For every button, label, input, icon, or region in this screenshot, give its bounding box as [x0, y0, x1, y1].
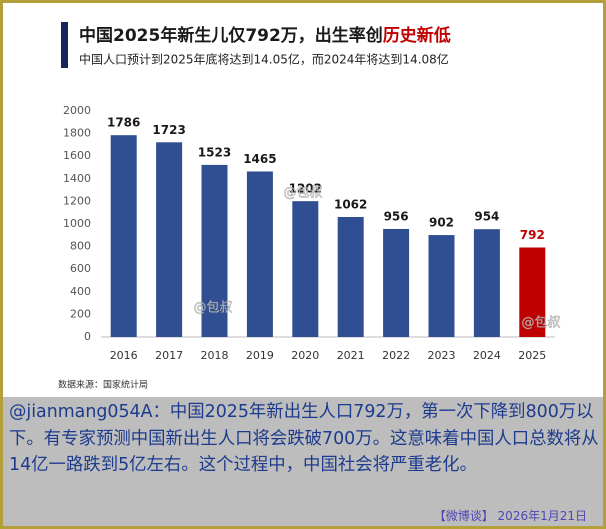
x-tick-label: 2021 [337, 349, 365, 362]
y-tick-label: 400 [70, 285, 91, 298]
value-label: 1062 [334, 197, 367, 211]
x-tick-label: 2020 [291, 349, 319, 362]
y-tick-label: 1800 [63, 127, 91, 140]
y-tick-label: 1400 [63, 172, 91, 185]
post-footer: 【微博谈】 2026年1月21日 [433, 509, 587, 523]
x-tick-label: 2025 [518, 349, 546, 362]
bar [156, 142, 183, 337]
y-tick-label: 1600 [63, 149, 91, 162]
post-text: @jianmang054A：中国2025年新出生人口792万，第一次下降到800… [9, 402, 599, 475]
value-label: 902 [429, 216, 454, 230]
x-tick-label: 2017 [155, 349, 183, 362]
value-label: 1523 [198, 145, 231, 159]
x-tick-label: 2018 [201, 349, 229, 362]
x-tick-label: 2023 [428, 349, 456, 362]
title-accent [61, 22, 68, 68]
x-tick-label: 2022 [382, 349, 410, 362]
value-label: 1465 [243, 152, 276, 166]
title-highlight: 历史新低 [383, 25, 451, 46]
value-label: 1723 [152, 123, 185, 137]
bar [201, 164, 228, 337]
y-tick-label: 800 [70, 240, 91, 253]
title-main: 中国2025年新生儿仅792万，出生率创 [79, 25, 383, 46]
value-label: 1786 [107, 116, 140, 130]
value-label: 954 [474, 210, 499, 224]
value-label: 792 [520, 228, 545, 242]
watermark: @包叔 [193, 301, 232, 316]
chart-subtitle: 中国人口预计到2025年底将达到14.05亿，而2024年将达到14.08亿 [79, 52, 449, 67]
source-note: 数据来源：国家统计局 [58, 379, 148, 391]
bar [383, 228, 410, 337]
bar [519, 247, 546, 337]
y-tick-label: 600 [70, 262, 91, 275]
x-tick-label: 2019 [246, 349, 274, 362]
watermark: @包叔 [283, 186, 322, 201]
watermark: @包叔 [521, 316, 560, 331]
x-tick-label: 2016 [110, 349, 138, 362]
y-tick-label: 0 [84, 330, 91, 343]
bar [292, 201, 319, 337]
y-tick-label: 2000 [63, 104, 91, 117]
y-tick-label: 1200 [63, 194, 91, 207]
bar [428, 235, 455, 337]
bar [337, 216, 364, 337]
chart-title: 中国2025年新生儿仅792万，出生率创历史新低 [79, 25, 451, 46]
x-tick-label: 2024 [473, 349, 501, 362]
y-tick-label: 1000 [63, 217, 91, 230]
value-label: 956 [384, 209, 409, 223]
bar [473, 229, 500, 337]
chart: 中国2025年新生儿仅792万，出生率创历史新低 中国人口预计到2025年底将达… [3, 3, 603, 397]
bar [246, 171, 273, 337]
y-tick-label: 200 [70, 307, 91, 320]
value-label: 1202 [289, 182, 322, 196]
bar [110, 135, 137, 337]
